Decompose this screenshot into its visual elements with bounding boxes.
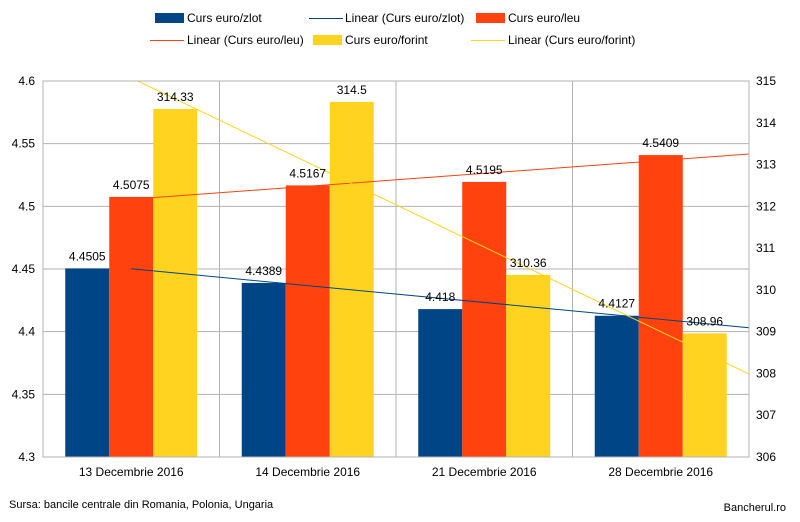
bar (65, 268, 110, 457)
bar (285, 185, 330, 458)
bar (329, 101, 374, 457)
y-left-tick-label: 4.3 (18, 450, 35, 464)
y-left-tick-label: 4.4 (18, 325, 35, 339)
legend-label-zlot: Curs euro/zlot (187, 11, 262, 25)
bar (594, 315, 639, 457)
y-right-tick-label: 312 (756, 199, 776, 213)
bar (682, 333, 727, 457)
x-tick-label: 14 Decembrie 2016 (255, 465, 360, 479)
brand-text: Bancherul.ro (723, 502, 786, 514)
y-right-tick-label: 309 (756, 325, 776, 339)
chart-legend: Curs euro/zlot Linear (Curs euro/zlot) C… (0, 0, 800, 56)
plot-border (42, 80, 750, 458)
trendline (136, 81, 750, 375)
data-label: 4.5167 (289, 166, 326, 180)
x-tick-label: 13 Decembrie 2016 (79, 465, 184, 479)
data-label: 314.33 (157, 90, 194, 104)
data-label: 310.36 (510, 256, 547, 270)
legend-label-trend-zlot: Linear (Curs euro/zlot) (345, 11, 465, 25)
legend-swatch-forint (313, 35, 342, 45)
y-right-tick-label: 308 (756, 366, 776, 380)
legend-swatch-trend-forint (471, 40, 505, 41)
data-label: 314.5 (337, 83, 367, 97)
y-right-tick-label: 307 (756, 408, 776, 422)
y-left-tick-label: 4.55 (12, 137, 36, 151)
data-label: 4.5075 (113, 178, 150, 192)
legend-swatch-zlot (155, 13, 184, 23)
data-label: 4.5195 (466, 163, 503, 177)
data-label: 4.4127 (598, 297, 635, 311)
legend-label-trend-leu: Linear (Curs euro/leu) (187, 33, 304, 47)
bar (506, 274, 551, 457)
x-tick-label: 21 Decembrie 2016 (432, 465, 537, 479)
legend-label-trend-forint: Linear (Curs euro/forint) (508, 33, 636, 47)
legend-swatch-leu (476, 13, 505, 23)
data-label: 4.4505 (69, 249, 106, 263)
y-left-tick-label: 4.35 (12, 387, 36, 401)
trendline (131, 153, 750, 200)
y-left-tick-label: 4.5 (18, 199, 35, 213)
data-label: 4.418 (425, 290, 455, 304)
source-note: Sursa: bancile centrale din Romania, Pol… (9, 499, 274, 511)
data-label: 308.96 (686, 314, 723, 328)
data-label: 4.5409 (642, 136, 679, 150)
bar (638, 155, 683, 457)
y-right-tick-label: 313 (756, 158, 776, 172)
y-right-tick-label: 315 (756, 74, 776, 88)
y-right-tick-label: 311 (756, 241, 775, 255)
data-label: 4.4389 (245, 264, 282, 278)
bar (153, 108, 198, 457)
x-tick-label: 28 Decembrie 2016 (608, 465, 713, 479)
y-left-tick-label: 4.45 (12, 262, 36, 276)
bar (109, 196, 154, 457)
y-right-tick-label: 306 (756, 450, 776, 464)
bar (241, 282, 286, 457)
y-left-tick-label: 4.6 (18, 74, 35, 88)
bar (462, 181, 507, 458)
y-right-tick-label: 310 (756, 283, 776, 297)
legend-label-leu: Curs euro/leu (508, 11, 581, 25)
legend-label-forint: Curs euro/forint (345, 33, 428, 47)
y-right-tick-label: 314 (756, 116, 776, 130)
legend-swatch-trend-zlot (309, 18, 343, 19)
bar (418, 309, 463, 457)
legend-swatch-trend-leu (150, 40, 184, 41)
trendline (131, 268, 750, 329)
